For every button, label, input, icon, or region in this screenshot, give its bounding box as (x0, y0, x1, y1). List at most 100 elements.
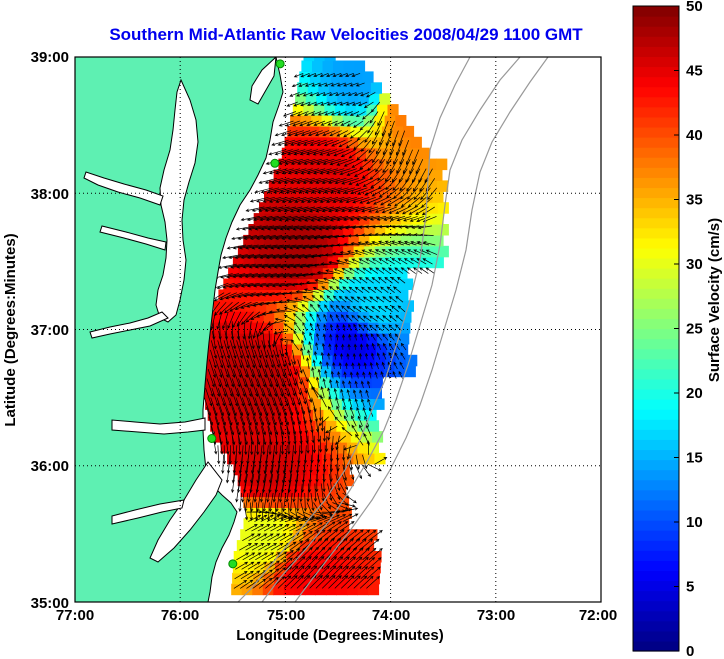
velocity-cell (314, 485, 326, 498)
velocity-arrow (361, 206, 379, 213)
velocity-arrow (274, 330, 283, 345)
velocity-arrow (357, 315, 366, 322)
velocity-arrow (317, 187, 336, 194)
velocity-arrow (273, 397, 281, 417)
velocity-arrow (415, 159, 424, 175)
colorbar-segment (633, 157, 679, 168)
velocity-arrow (219, 378, 227, 398)
velocity-arrow (342, 286, 351, 293)
velocity-arrow (230, 263, 250, 269)
velocity-arrow (289, 523, 304, 532)
velocity-arrow (338, 276, 349, 284)
velocity-cell (308, 376, 320, 389)
velocity-arrow (281, 387, 289, 407)
velocity-arrow (396, 216, 412, 222)
velocity-arrow (269, 407, 277, 426)
velocity-cell (386, 343, 398, 356)
velocity-arrow (363, 362, 367, 370)
velocity-cell (223, 387, 235, 399)
velocity-arrow (300, 502, 307, 521)
velocity-arrow (352, 196, 370, 204)
velocity-arrow (274, 130, 292, 137)
velocity-arrow (309, 332, 313, 341)
velocity-arrow (261, 340, 268, 359)
x-tick-label: 72:00 (579, 607, 617, 624)
velocity-cell (342, 115, 354, 127)
velocity-arrow (302, 206, 322, 213)
velocity-arrow (349, 82, 359, 87)
velocity-arrow (368, 139, 378, 154)
velocity-arrow (221, 416, 228, 436)
velocity-arrow (292, 225, 313, 231)
velocity-cell (395, 224, 407, 236)
colorbar-segment (633, 247, 679, 259)
velocity-arrow (358, 352, 363, 360)
velocity-arrow (257, 273, 277, 279)
velocity-arrow (309, 575, 323, 589)
velocity-cell (376, 289, 388, 301)
velocity-cell (295, 93, 307, 105)
velocity-cell (265, 463, 277, 476)
velocity-cell (248, 452, 260, 465)
velocity-arrow (292, 397, 300, 416)
velocity-arrow (213, 292, 231, 302)
velocity-cell (203, 376, 215, 389)
velocity-arrow (334, 206, 353, 213)
velocity-arrow (253, 282, 273, 288)
velocity-arrow (358, 323, 365, 332)
velocity-arrow (249, 387, 257, 407)
velocity-arrow (393, 149, 401, 165)
velocity-arrow (269, 273, 290, 279)
velocity-arrow (348, 149, 363, 159)
velocity-arrow (416, 216, 431, 223)
y-tick-labels: 35:00 36:00 37:00 38:00 39:00 (31, 49, 69, 612)
velocity-cell (255, 300, 267, 312)
velocity-arrow (329, 286, 339, 293)
velocity-arrow (225, 407, 233, 426)
velocity-arrow (375, 361, 379, 370)
colorbar-segment (633, 640, 679, 652)
velocity-arrow (303, 111, 316, 117)
velocity-arrow (355, 82, 365, 87)
velocity-arrow (285, 120, 300, 127)
velocity-arrow (258, 416, 266, 436)
velocity-arrow (323, 139, 340, 147)
velocity-cell (252, 583, 264, 596)
velocity-cell (437, 202, 449, 214)
velocity-arrow (349, 406, 355, 417)
velocity-arrow (240, 416, 248, 436)
velocity-arrow (298, 282, 317, 286)
velocity-cell (331, 158, 343, 171)
velocity-cell (341, 365, 353, 378)
velocity-cell (357, 322, 369, 334)
velocity-arrow (229, 426, 236, 446)
velocity-arrow (262, 235, 283, 241)
velocity-arrow (371, 277, 381, 284)
velocity-cell (335, 333, 347, 345)
velocity-cell (379, 234, 391, 247)
velocity-cell (319, 431, 331, 443)
velocity-arrow (246, 216, 267, 222)
velocity-cell (338, 561, 350, 574)
velocity-cell (291, 267, 303, 280)
velocity-arrow (259, 254, 280, 260)
colorbar-segment (633, 298, 679, 309)
velocity-arrow (302, 321, 308, 332)
velocity-cell (268, 540, 280, 552)
velocity-arrow (374, 120, 383, 136)
velocity-cell (276, 300, 288, 312)
velocity-cell (389, 169, 401, 181)
velocity-arrow (425, 267, 435, 274)
velocity-arrow (388, 333, 395, 341)
velocity-cell (337, 136, 349, 149)
velocity-cell (348, 234, 360, 247)
velocity-arrow (234, 282, 254, 288)
velocity-arrow (322, 130, 336, 137)
velocity-arrow (273, 330, 289, 335)
velocity-arrow (406, 187, 419, 200)
velocity-cell (331, 398, 343, 410)
velocity-arrow (268, 387, 276, 407)
velocity-arrow (254, 426, 261, 446)
velocity-cell (432, 191, 444, 203)
velocity-cell (255, 387, 267, 399)
